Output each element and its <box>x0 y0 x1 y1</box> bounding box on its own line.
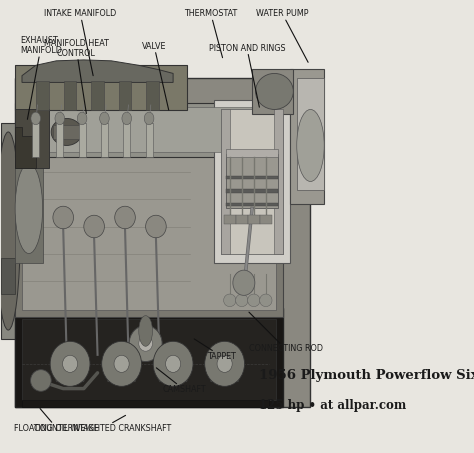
Text: 125 hp • at allpar.com: 125 hp • at allpar.com <box>259 399 406 412</box>
Ellipse shape <box>84 215 104 238</box>
Ellipse shape <box>153 341 193 386</box>
Ellipse shape <box>165 355 181 372</box>
Text: CONNECTING ROD: CONNECTING ROD <box>249 312 323 353</box>
Ellipse shape <box>15 164 43 254</box>
Bar <box>146 81 159 111</box>
Bar <box>56 123 63 157</box>
Ellipse shape <box>146 215 166 238</box>
Bar <box>297 78 324 190</box>
Ellipse shape <box>55 112 64 125</box>
Bar <box>101 123 108 157</box>
Ellipse shape <box>260 294 272 307</box>
Bar <box>227 149 278 157</box>
Bar <box>15 103 283 157</box>
Ellipse shape <box>255 73 293 110</box>
Ellipse shape <box>100 112 109 125</box>
Bar <box>1 123 15 339</box>
Bar <box>221 110 230 254</box>
Text: PISTON AND RINGS: PISTON AND RINGS <box>209 43 285 107</box>
Bar <box>15 110 49 168</box>
Bar <box>260 215 272 224</box>
Bar <box>91 81 104 111</box>
Bar <box>236 215 248 224</box>
Ellipse shape <box>51 118 82 145</box>
Bar <box>36 81 49 111</box>
Text: 1956 Plymouth Powerflow Six: 1956 Plymouth Powerflow Six <box>259 370 474 382</box>
Ellipse shape <box>144 112 154 125</box>
Ellipse shape <box>247 294 260 307</box>
Ellipse shape <box>122 112 132 125</box>
Polygon shape <box>22 60 173 82</box>
Bar <box>15 78 310 407</box>
Ellipse shape <box>114 355 129 372</box>
Polygon shape <box>15 127 36 168</box>
Text: TAPPET: TAPPET <box>194 339 236 361</box>
Ellipse shape <box>31 370 51 391</box>
Bar <box>64 81 76 111</box>
Bar <box>32 123 39 157</box>
Bar <box>1 258 15 294</box>
Text: WATER PUMP: WATER PUMP <box>256 10 309 63</box>
Bar <box>221 110 283 254</box>
Text: MANIFOLD HEAT
CONTROL: MANIFOLD HEAT CONTROL <box>44 39 109 113</box>
Bar <box>290 69 324 204</box>
Bar <box>1 29 345 420</box>
Ellipse shape <box>139 316 153 346</box>
Bar <box>15 308 283 407</box>
Ellipse shape <box>236 294 248 307</box>
Bar <box>227 154 278 208</box>
Text: THERMOSTAT: THERMOSTAT <box>184 10 237 58</box>
Ellipse shape <box>50 341 90 386</box>
Ellipse shape <box>101 341 142 386</box>
Polygon shape <box>154 364 192 382</box>
Text: VALVE: VALVE <box>142 42 169 110</box>
Ellipse shape <box>139 336 153 351</box>
Ellipse shape <box>233 270 255 295</box>
Ellipse shape <box>77 112 87 125</box>
Ellipse shape <box>0 132 20 330</box>
Ellipse shape <box>217 355 232 372</box>
Ellipse shape <box>31 112 41 125</box>
Bar <box>227 202 278 206</box>
Bar <box>22 319 276 400</box>
Ellipse shape <box>224 294 236 307</box>
Bar <box>252 69 293 114</box>
Polygon shape <box>22 400 269 407</box>
Text: COUNTERWEIGHTED CRANKSHAFT: COUNTERWEIGHTED CRANKSHAFT <box>34 415 171 433</box>
Bar <box>15 145 283 317</box>
Bar <box>15 65 187 111</box>
Bar <box>22 152 276 310</box>
Bar <box>247 215 260 224</box>
Polygon shape <box>51 364 89 382</box>
Bar <box>227 189 278 193</box>
Text: CAMSHAFT: CAMSHAFT <box>156 368 206 394</box>
Bar <box>119 81 131 111</box>
Bar <box>146 123 153 157</box>
Ellipse shape <box>115 206 136 229</box>
Bar <box>22 107 276 152</box>
Text: INTAKE MANIFOLD: INTAKE MANIFOLD <box>44 10 117 76</box>
Bar <box>123 123 130 157</box>
Bar <box>53 125 81 139</box>
Text: EXHAUST
MANIFOLD: EXHAUST MANIFOLD <box>20 36 62 119</box>
Bar <box>274 110 283 254</box>
Bar <box>227 176 278 179</box>
Ellipse shape <box>205 341 245 386</box>
Ellipse shape <box>129 326 162 361</box>
Bar <box>15 154 43 263</box>
Ellipse shape <box>53 206 73 229</box>
Ellipse shape <box>63 355 78 372</box>
Bar <box>79 123 85 157</box>
Polygon shape <box>103 364 140 382</box>
Ellipse shape <box>297 110 324 182</box>
Polygon shape <box>206 364 244 382</box>
Text: FLOATING OIL INTAKE: FLOATING OIL INTAKE <box>14 409 99 433</box>
Bar <box>224 215 236 224</box>
Bar <box>214 101 290 263</box>
